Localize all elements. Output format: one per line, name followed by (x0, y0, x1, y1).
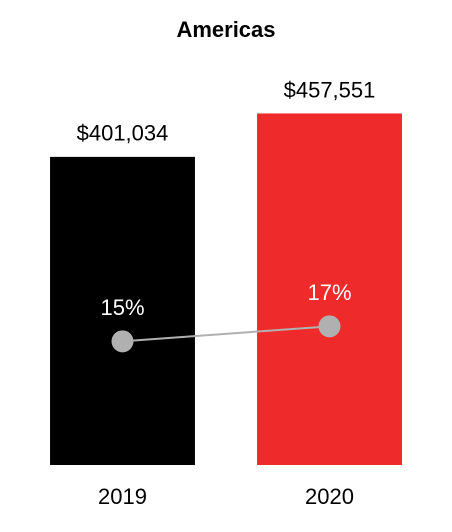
bar-value-label: $457,551 (284, 77, 376, 102)
bar (50, 156, 195, 466)
bar-value-label: $401,034 (77, 121, 169, 146)
chart-title: Americas (176, 17, 275, 42)
line-point (111, 330, 134, 353)
bar (257, 113, 402, 466)
x-tick-label: 2019 (98, 484, 147, 509)
line-point (318, 315, 341, 338)
x-tick-label: 2020 (305, 484, 354, 509)
line (122, 325, 330, 343)
point-value-label: 15% (100, 295, 144, 320)
point-value-label: 17% (307, 280, 351, 305)
